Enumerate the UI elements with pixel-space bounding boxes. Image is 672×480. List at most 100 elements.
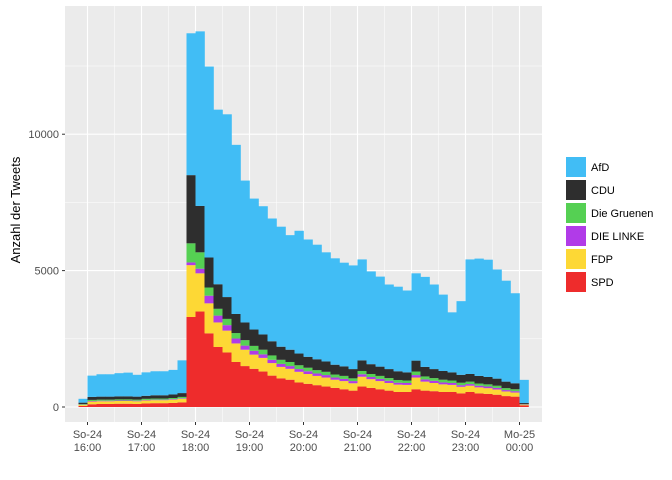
- bar-segment-fdp: [312, 375, 322, 386]
- bar-segment-cdu: [402, 372, 412, 381]
- bar-segment-afd: [456, 301, 466, 375]
- bar-segment-afd: [87, 375, 97, 397]
- bar-segment-cdu: [375, 366, 385, 376]
- bar-segment-die-linke: [501, 390, 511, 392]
- bar-segment-cdu: [330, 364, 340, 375]
- x-tick-label: So-24 20:00: [289, 429, 318, 454]
- bar-segment-afd: [141, 372, 151, 396]
- bar-segment-afd: [438, 294, 448, 371]
- bar-segment-die-gruenen: [285, 361, 295, 367]
- bar-segment-spd: [348, 390, 358, 407]
- bar-segment-die-linke: [465, 384, 475, 386]
- bar-segment-die-gruenen: [429, 378, 439, 381]
- bar-segment-afd: [195, 31, 205, 206]
- bar-segment-spd: [321, 386, 331, 407]
- bar-segment-spd: [294, 382, 304, 407]
- y-tick-label: 10000: [28, 129, 59, 141]
- bar-segment-spd: [429, 391, 439, 407]
- bar-segment-cdu: [231, 313, 241, 334]
- legend-label: Die Gruenen: [591, 208, 653, 220]
- bar-segment-die-gruenen: [123, 399, 133, 401]
- bar-segment-die-linke: [123, 400, 133, 401]
- bar-segment-cdu: [321, 361, 331, 372]
- legend-label: SPD: [591, 277, 614, 289]
- bar-segment-fdp: [429, 382, 439, 392]
- bar-segment-die-linke: [204, 295, 214, 304]
- bar-segment-die-gruenen: [465, 381, 475, 385]
- x-tick-label: So-24 21:00: [343, 429, 372, 454]
- x-tick-label: Mo-25 00:00: [504, 429, 535, 454]
- bar-segment-cdu: [447, 372, 457, 381]
- bar-segment-fdp: [240, 349, 250, 367]
- bar-segment-die-linke: [375, 378, 385, 382]
- bar-segment-die-gruenen: [105, 399, 115, 401]
- bar-segment-afd: [312, 244, 322, 360]
- bar-segment-die-linke: [231, 338, 241, 344]
- legend-label: DIE LINKE: [591, 231, 644, 243]
- bar-segment-die-linke: [258, 354, 268, 358]
- bar-segment-spd: [105, 403, 115, 407]
- bar-segment-afd: [465, 259, 475, 374]
- bar-segment-spd: [447, 391, 457, 407]
- bar-segment-die-linke: [114, 400, 124, 401]
- bar-segment-die-gruenen: [348, 378, 358, 382]
- bar-segment-spd: [240, 366, 250, 407]
- legend: AfD CDU Die Gruenen DIE LINKE FDP SPD: [566, 157, 653, 292]
- bar-segment-spd: [141, 403, 151, 407]
- bar-segment-afd: [321, 252, 331, 362]
- bar-segment-cdu: [510, 383, 520, 390]
- bar-segment-afd: [267, 218, 277, 342]
- bar-segment-spd: [195, 311, 205, 407]
- bar-segment-spd: [375, 389, 385, 407]
- bar-segment-die-linke: [357, 374, 367, 377]
- bar-segment-spd: [474, 393, 484, 407]
- bar-segment-fdp: [267, 363, 277, 376]
- bar-segment-afd: [105, 374, 115, 397]
- bar-segment-spd: [114, 403, 124, 407]
- bar-segment-afd: [240, 180, 250, 323]
- bar-segment-die-linke: [447, 382, 457, 385]
- bar-segment-fdp: [141, 400, 151, 404]
- bar-segment-spd: [501, 396, 511, 407]
- bar-segment-die-linke: [402, 382, 412, 385]
- bar-segment-cdu: [87, 396, 97, 400]
- bar-segment-afd: [168, 369, 178, 395]
- bar-segment-afd: [357, 259, 367, 361]
- bar-segment-cdu: [177, 393, 187, 397]
- bar-segment-fdp: [411, 377, 421, 390]
- legend-key-die-gruenen: [566, 203, 586, 223]
- bar-segment-cdu: [294, 353, 304, 366]
- bar-segment-cdu: [501, 381, 511, 389]
- bar-segment-die-gruenen: [312, 370, 322, 374]
- bar-segment-die-gruenen: [474, 383, 484, 386]
- bar-segment-cdu: [132, 396, 142, 400]
- bar-segment-fdp: [258, 357, 268, 372]
- bar-segment-afd: [366, 271, 376, 365]
- bar-segment-die-gruenen: [375, 375, 385, 379]
- bar-segment-spd: [456, 393, 466, 407]
- bar-segment-spd: [393, 391, 403, 407]
- bar-segment-cdu: [276, 346, 286, 360]
- bar-segment-fdp: [123, 400, 133, 404]
- x-tick-label: So-24 23:00: [451, 429, 480, 454]
- bar-segment-spd: [258, 371, 268, 407]
- bar-segment-spd: [276, 378, 286, 407]
- bar-segment-die-gruenen: [186, 243, 196, 263]
- bar-segment-spd: [177, 402, 187, 407]
- bar-segment-spd: [438, 391, 448, 407]
- bar-segment-cdu: [357, 360, 367, 371]
- bar-segment-fdp: [393, 384, 403, 392]
- bar-segment-spd: [330, 387, 340, 407]
- bar-segment-die-gruenen: [195, 252, 205, 269]
- bar-segment-fdp: [438, 384, 448, 392]
- bar-segment-die-linke: [330, 377, 340, 380]
- bar-segment-die-gruenen: [492, 385, 502, 388]
- legend-label: CDU: [591, 185, 615, 197]
- bar-stacks: [78, 31, 529, 407]
- bar-segment-fdp: [339, 381, 349, 390]
- bar-segment-die-linke: [213, 315, 223, 323]
- bar-segment-die-gruenen: [384, 378, 394, 381]
- bar-segment-fdp: [483, 388, 493, 394]
- bar-segment-spd: [132, 403, 142, 407]
- bar-segment-afd: [276, 226, 286, 347]
